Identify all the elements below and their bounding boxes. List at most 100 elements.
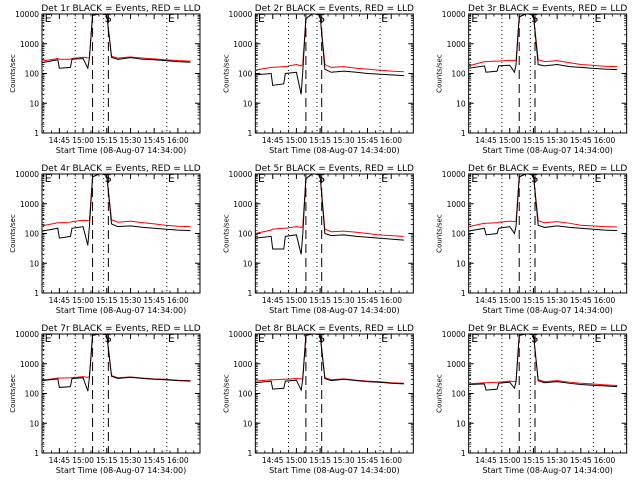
x-tick-label: 15:15 bbox=[523, 296, 545, 305]
panel-title: Det 5r BLACK = Events, RED = LLD bbox=[255, 164, 414, 174]
marker-label: E bbox=[594, 172, 601, 185]
panel-title: Det 2r BLACK = Events, RED = LLD bbox=[255, 4, 414, 14]
marker-label: E bbox=[45, 332, 52, 345]
x-tick-label: 15:00 bbox=[72, 136, 94, 145]
panel-4: Det 4r BLACK = Events, RED = LLD 1 10 100 10… bbox=[9, 164, 201, 315]
series-events-line bbox=[255, 13, 404, 95]
plot-frame bbox=[468, 173, 628, 294]
plot-frame bbox=[41, 333, 201, 454]
panel-title: Det 3r BLACK = Events, RED = LLD bbox=[468, 4, 627, 14]
y-tick-label: 1 bbox=[248, 129, 253, 138]
y-tick-label: 1 bbox=[34, 129, 39, 138]
panel-3: Det 3r BLACK = Events, RED = LLD 1 10 100 10… bbox=[436, 4, 628, 155]
series-events-line bbox=[41, 13, 191, 70]
y-tick-label: 10 bbox=[29, 259, 39, 268]
x-tick-label: 15:30 bbox=[120, 456, 142, 465]
x-axis-label: Start Time (08-Aug-07 14:34:00) bbox=[482, 146, 613, 155]
x-tick-label: 15:00 bbox=[72, 456, 94, 465]
y-tick-label: 1000 bbox=[233, 200, 252, 209]
panel-title: Det 1r BLACK = Events, RED = LLD bbox=[41, 4, 200, 14]
y-tick-label: 100 bbox=[238, 390, 253, 399]
x-tick-label: 15:15 bbox=[309, 136, 331, 145]
panel-8: Det 8r BLACK = Events, RED = LLD 1 10 100 10… bbox=[222, 324, 414, 475]
marker-label: E bbox=[45, 12, 52, 25]
y-axis-label: Counts/sec bbox=[9, 214, 17, 253]
marker-label: E bbox=[258, 172, 265, 185]
plot-frame bbox=[254, 13, 414, 134]
y-tick-label: 10 bbox=[243, 419, 253, 428]
x-tick-label: 15:30 bbox=[333, 296, 355, 305]
y-axis-label: Counts/sec bbox=[436, 214, 444, 253]
marker-label: E bbox=[594, 332, 601, 345]
series-events-line bbox=[255, 333, 404, 392]
panel-7: Det 7r BLACK = Events, RED = LLD 1 10 100 10… bbox=[9, 324, 201, 475]
panel-title: Det 9r BLACK = Events, RED = LLD bbox=[468, 324, 627, 334]
x-tick-label: 15:45 bbox=[357, 136, 379, 145]
x-tick-label: 14:45 bbox=[262, 136, 284, 145]
x-tick-label: 15:45 bbox=[143, 296, 165, 305]
plot-frame bbox=[468, 333, 628, 454]
x-tick-label: 15:15 bbox=[523, 456, 545, 465]
marker-label: E bbox=[471, 12, 478, 25]
x-tick-label: 16:00 bbox=[167, 456, 189, 465]
x-axis-label: Start Time (08-Aug-07 14:34:00) bbox=[56, 146, 187, 155]
marker-label: E bbox=[168, 172, 175, 185]
x-tick-label: 15:00 bbox=[286, 296, 308, 305]
y-axis-label: Counts/sec bbox=[436, 374, 444, 413]
x-axis-label: Start Time (08-Aug-07 14:34:00) bbox=[269, 146, 400, 155]
marker-label: E bbox=[471, 332, 478, 345]
y-tick-label: 10 bbox=[29, 99, 39, 108]
x-tick-label: 14:45 bbox=[475, 296, 497, 305]
y-tick-label: 10 bbox=[243, 99, 253, 108]
x-tick-label: 15:45 bbox=[570, 456, 592, 465]
panel-1: Det 1r BLACK = Events, RED = LLD 1 10 100 10… bbox=[9, 4, 201, 155]
marker-label: E bbox=[168, 332, 175, 345]
y-axis-label: Counts/sec bbox=[222, 214, 230, 253]
x-tick-label: 16:00 bbox=[594, 456, 616, 465]
y-axis-label: Counts/sec bbox=[222, 54, 230, 93]
y-axis-label: Counts/sec bbox=[222, 374, 230, 413]
x-axis-label: Start Time (08-Aug-07 14:34:00) bbox=[482, 466, 613, 475]
y-tick-label: 10000 bbox=[15, 10, 39, 19]
panel-9: Det 9r BLACK = Events, RED = LLD 1 10 100 10… bbox=[436, 324, 628, 475]
x-tick-label: 15:00 bbox=[72, 296, 94, 305]
x-tick-label: 15:45 bbox=[143, 456, 165, 465]
y-axis-label: Counts/sec bbox=[9, 54, 17, 93]
y-tick-label: 10 bbox=[243, 259, 253, 268]
panel-title: Det 4r BLACK = Events, RED = LLD bbox=[41, 164, 200, 174]
x-tick-label: 16:00 bbox=[167, 136, 189, 145]
y-tick-label: 100 bbox=[25, 230, 40, 239]
plot-frame bbox=[41, 173, 201, 294]
x-tick-label: 16:00 bbox=[594, 296, 616, 305]
marker-label: E bbox=[45, 172, 52, 185]
x-tick-label: 15:45 bbox=[357, 296, 379, 305]
y-tick-label: 1 bbox=[461, 129, 466, 138]
y-tick-label: 1 bbox=[461, 289, 466, 298]
marker-label: E bbox=[168, 12, 175, 25]
x-tick-label: 16:00 bbox=[380, 136, 402, 145]
y-tick-label: 1 bbox=[34, 289, 39, 298]
y-tick-label: 10000 bbox=[442, 330, 466, 339]
x-tick-label: 16:00 bbox=[380, 456, 402, 465]
plot-frame bbox=[254, 173, 414, 294]
series-events-line bbox=[468, 333, 618, 391]
x-tick-label: 15:30 bbox=[333, 456, 355, 465]
marker-label: E bbox=[381, 12, 388, 25]
x-axis-label: Start Time (08-Aug-07 14:34:00) bbox=[56, 466, 187, 475]
series-events-line bbox=[468, 173, 618, 236]
marker-label: E bbox=[381, 172, 388, 185]
x-tick-label: 14:45 bbox=[49, 136, 71, 145]
x-tick-label: 15:00 bbox=[286, 136, 308, 145]
y-tick-label: 10000 bbox=[442, 10, 466, 19]
y-tick-label: 10 bbox=[29, 419, 39, 428]
x-tick-label: 14:45 bbox=[49, 296, 71, 305]
x-tick-label: 15:45 bbox=[357, 456, 379, 465]
x-tick-label: 15:45 bbox=[570, 136, 592, 145]
y-tick-label: 1000 bbox=[20, 360, 39, 369]
y-tick-label: 100 bbox=[451, 230, 466, 239]
x-axis-label: Start Time (08-Aug-07 14:34:00) bbox=[269, 306, 400, 315]
y-tick-label: 100 bbox=[25, 70, 40, 79]
x-tick-label: 15:30 bbox=[546, 456, 568, 465]
y-tick-label: 1 bbox=[34, 449, 39, 458]
